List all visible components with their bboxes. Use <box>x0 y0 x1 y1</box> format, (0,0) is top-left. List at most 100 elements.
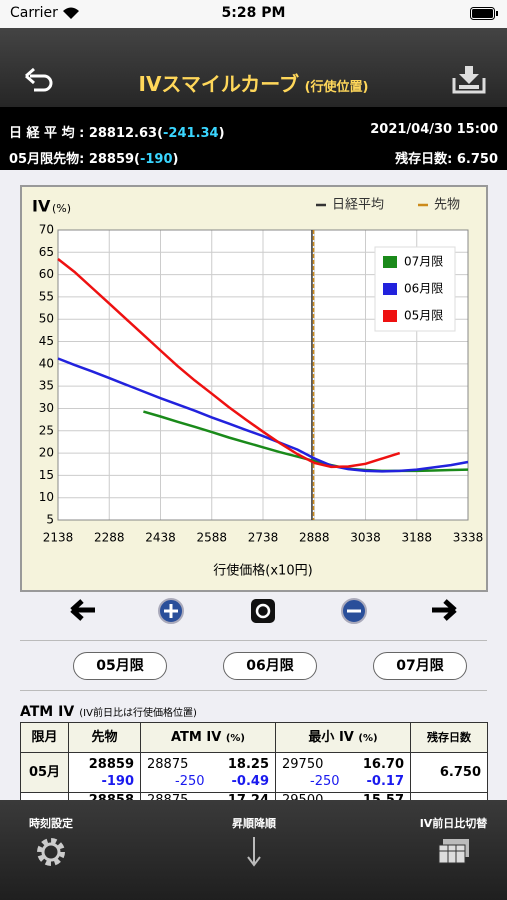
x-tick-label: 2888 <box>299 531 330 545</box>
zoom-in-button[interactable] <box>158 598 184 624</box>
atm-strike: 28875 <box>147 757 189 772</box>
x-tick-label: 3338 <box>453 531 484 545</box>
x-tick-label: 2438 <box>145 531 176 545</box>
min-strike-change: -250 <box>310 774 340 789</box>
nav-subtitle: (行使位置) <box>304 80 369 95</box>
separator <box>20 640 487 641</box>
nav-bar: IVスマイルカーブ (行使位置) <box>0 28 507 107</box>
legend-label: 05月限 <box>404 309 443 323</box>
header-cell: ATM IV (%) <box>140 722 276 753</box>
y-tick-label: 60 <box>39 267 54 281</box>
sort-icon <box>247 837 261 867</box>
atm-iv-change: -0.49 <box>231 774 269 789</box>
x-tick-label: 3188 <box>401 531 432 545</box>
nikkei-label: 日 経 平 均 : 28812.63( <box>9 126 164 141</box>
header-text: 最小 IV <box>308 730 354 745</box>
series-line <box>57 357 469 473</box>
y-tick-label: 20 <box>39 446 54 460</box>
legend-swatch <box>383 310 397 322</box>
futures-row: 05月限先物: 28859(-190) <box>9 148 178 167</box>
tab-bar: 時刻設定 昇順降順 IV前日比切替 <box>0 800 507 900</box>
remaining-days: 残存日数: 6.750 <box>395 152 498 167</box>
plot-border <box>57 229 469 521</box>
y-tick-label: 15 <box>39 468 54 482</box>
y-tick-label: 40 <box>39 356 54 370</box>
nikkei-change: -241.34 <box>163 126 219 141</box>
min-cell: 29750 -250 16.70 -0.17 <box>275 752 411 793</box>
prev-button[interactable] <box>70 599 95 621</box>
wifi-icon <box>63 7 79 19</box>
x-tick-label: 2588 <box>196 531 227 545</box>
month-cell: 05月 <box>20 752 69 793</box>
reference-legend-label: 日経平均 <box>332 198 384 213</box>
atm-strike-change: -250 <box>175 774 205 789</box>
header-text: ATM IV <box>171 730 222 745</box>
download-button[interactable] <box>452 64 486 96</box>
tab-item[interactable]: 時刻設定 <box>0 815 102 872</box>
chart: IV (%) 行使価格(x10円) 5 10 15 20 25 30 35 40 45 50 55 60 65… <box>20 185 488 592</box>
expiry-button[interactable]: 05月限 <box>73 652 167 680</box>
chart-controls <box>70 598 457 624</box>
header-cell: 限月 <box>20 722 69 753</box>
table-title: ATM IV <box>20 704 75 720</box>
atm-iv: 18.25 <box>227 757 269 772</box>
y-tick-label: 35 <box>39 379 54 393</box>
reference-legend-label: 先物 <box>434 198 460 213</box>
min-strike: 29750 <box>282 757 324 772</box>
separator <box>20 690 487 691</box>
futures-cell: 28859 -190 <box>68 752 141 793</box>
x-tick-label: 2288 <box>94 531 125 545</box>
header-unit: (%) <box>358 733 378 744</box>
nikkei-row: 日 経 平 均 : 28812.63(-241.34) <box>9 122 225 141</box>
nav-title: IVスマイルカーブ <box>138 72 300 96</box>
tab-item[interactable]: IV前日比切替 <box>400 815 507 870</box>
y-tick-label: 45 <box>39 334 54 348</box>
legend-swatch <box>383 256 397 268</box>
status-bar: Carrier 5:28 PM <box>0 0 507 28</box>
min-iv: 16.70 <box>362 757 404 772</box>
legend-label: 07月限 <box>404 255 443 269</box>
header-cell: 残存日数 <box>410 722 488 753</box>
tab-label: 時刻設定 <box>29 817 73 830</box>
market-info: 日 経 平 均 : 28812.63(-241.34) 2021/04/30 1… <box>0 107 507 170</box>
header-cell: 先物 <box>68 722 141 753</box>
nav-title-wrap: IVスマイルカーブ (行使位置) <box>0 68 507 97</box>
futures-value: 28859 <box>88 757 134 772</box>
back-button[interactable] <box>24 66 56 92</box>
expiry-button[interactable]: 06月限 <box>223 652 317 680</box>
futures-label: 05月限先物: 28859( <box>9 152 140 167</box>
y-tick-label: 50 <box>39 312 54 326</box>
toggle-icon <box>438 839 469 864</box>
tab-label: 昇順降順 <box>232 817 276 830</box>
legend-swatch <box>383 283 397 295</box>
y-tick-label: 5 <box>46 513 54 527</box>
header-unit: (%) <box>225 733 245 744</box>
y-tick-label: 65 <box>39 245 54 259</box>
table-heading: ATM IV (IV前日比は行使価格位置) <box>20 701 197 720</box>
x-axis-label: 行使価格(x10円) <box>213 563 312 579</box>
nikkei-close: ) <box>218 126 225 141</box>
expiry-button[interactable]: 07月限 <box>373 652 467 680</box>
days-cell: 6.750 <box>410 752 488 793</box>
futures-close: ) <box>172 152 179 167</box>
legend-label: 06月限 <box>404 282 443 296</box>
y-tick-label: 25 <box>39 423 54 437</box>
y-tick-label: 30 <box>39 401 54 415</box>
futures-change: -190 <box>139 152 173 167</box>
clock: 5:28 PM <box>221 5 286 21</box>
tab-item[interactable]: 昇順降順 <box>203 815 305 872</box>
next-button[interactable] <box>432 599 457 621</box>
tab-label: IV前日比切替 <box>419 817 488 830</box>
camera-button[interactable] <box>251 599 275 623</box>
x-tick-label: 2738 <box>248 531 279 545</box>
header-cell: 最小 IV (%) <box>275 722 411 753</box>
y-axis-label: IV <box>32 197 51 216</box>
battery-icon <box>470 7 498 20</box>
table-note: (IV前日比は行使価格位置) <box>79 708 197 719</box>
y-tick-label: 55 <box>39 289 54 303</box>
x-tick-label: 3038 <box>350 531 381 545</box>
zoom-out-button[interactable] <box>341 598 367 624</box>
x-tick-label: 2138 <box>43 531 74 545</box>
atm-cell: 28875 -250 18.25 -0.49 <box>140 752 276 793</box>
